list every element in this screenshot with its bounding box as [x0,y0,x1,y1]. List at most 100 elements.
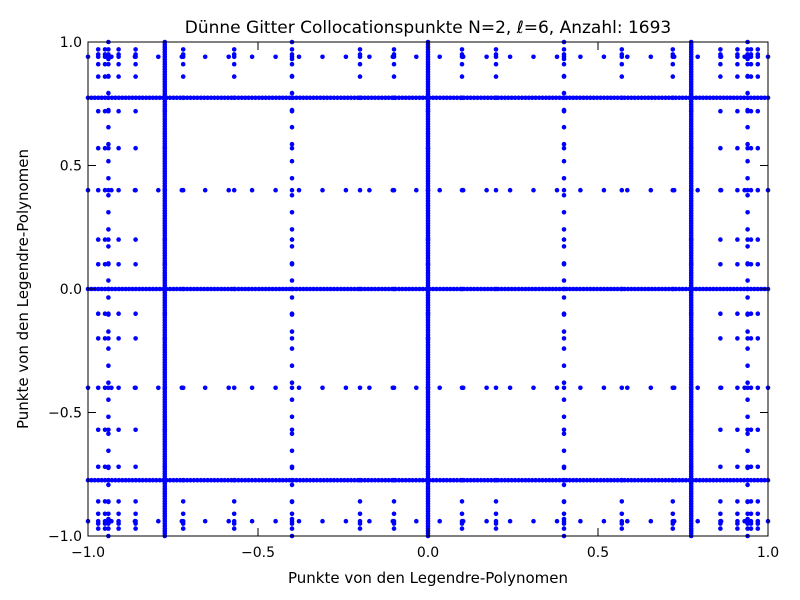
data-point [342,95,347,101]
data-point [414,54,419,60]
data-point [133,511,138,517]
data-point [304,286,310,292]
data-point [577,286,583,292]
data-point [154,477,159,483]
data-point [748,145,754,151]
data-point [735,521,740,526]
data-point [133,311,138,317]
data-point [561,74,567,79]
data-point [273,518,278,524]
data-point [171,477,176,483]
data-point [198,286,204,292]
data-point [403,95,409,101]
data-point [584,286,590,292]
data-point [174,477,180,483]
data-point [386,477,392,483]
data-point [180,95,186,101]
data-point [106,95,111,101]
data-point [231,74,237,79]
data-point [249,518,255,524]
data-point [410,95,415,101]
data-point [493,385,499,391]
data-point [745,448,750,454]
data-point [320,187,325,193]
data-point [735,511,740,517]
data-point [260,286,265,292]
data-point [106,336,111,341]
data-point [119,286,125,292]
data-point [594,286,600,292]
data-point [468,95,474,101]
data-point [116,311,121,317]
data-point [345,95,351,101]
data-point [391,187,397,193]
data-point [666,95,672,101]
data-point [425,237,431,242]
data-point [188,477,193,483]
data-point [683,95,689,101]
data-point [619,477,625,483]
data-point [301,286,306,292]
data-point [236,95,241,101]
data-point [561,90,567,96]
data-point [561,124,567,130]
data-point [406,95,412,101]
data-point [410,477,415,483]
data-point [683,286,689,292]
data-point [625,518,630,524]
data-point [289,108,295,114]
data-point [478,477,484,483]
data-point [718,521,723,526]
data-point [608,95,614,101]
data-point [670,521,676,526]
data-point [625,286,631,292]
data-point [116,74,121,79]
data-point [174,95,180,101]
data-point [745,108,750,114]
data-point [106,61,111,67]
data-point [167,286,173,292]
data-point [745,414,750,420]
data-point [714,477,719,483]
data-point [140,95,145,101]
data-point [724,286,730,292]
data-point [102,187,108,193]
data-point [379,477,385,483]
data-point [273,477,279,483]
data-point [561,158,567,164]
data-point [260,477,265,483]
data-point [414,385,419,391]
data-point [459,521,465,526]
data-point [391,477,397,483]
data-point [296,187,302,193]
data-point [745,47,750,52]
data-point [714,95,719,101]
data-point [162,286,168,292]
data-point [567,95,573,101]
data-point [748,511,754,517]
data-point [670,286,676,292]
data-point [748,311,754,317]
data-point [289,124,295,130]
data-point [561,346,567,351]
data-point [454,477,460,483]
data-point [376,286,381,292]
data-point [133,521,138,526]
data-point [608,477,614,483]
data-point [328,95,333,101]
data-point [231,499,237,504]
data-point [447,477,453,483]
data-point [263,286,269,292]
data-point [195,477,200,483]
data-point [324,477,330,483]
data-point [231,385,237,391]
data-point [718,145,723,151]
data-point [289,54,295,60]
data-point [296,385,302,391]
data-point [116,61,121,67]
data-point [106,363,111,369]
data-point [95,145,101,151]
data-point [403,286,409,292]
data-point [386,286,392,292]
data-point [106,187,111,193]
